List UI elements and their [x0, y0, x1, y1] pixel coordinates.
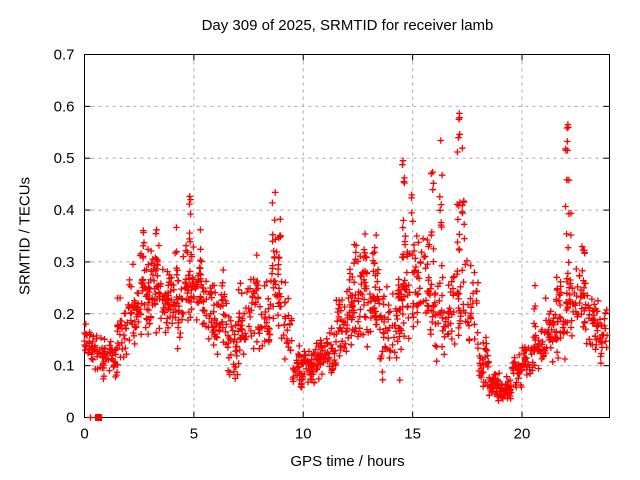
- x-tick-label: 20: [514, 426, 531, 443]
- plot-border: [84, 54, 610, 418]
- y-tick-label: 0.2: [54, 306, 75, 323]
- y-tick-label: 0.4: [54, 202, 75, 219]
- y-tick-label: 0.3: [54, 254, 75, 271]
- y-tick-label: 0.6: [54, 98, 75, 115]
- x-tick-label: 10: [295, 426, 312, 443]
- y-tick-label: 0.5: [54, 150, 75, 167]
- x-tick-label: 0: [80, 426, 88, 443]
- y-tick-label: 0.1: [54, 358, 75, 375]
- x-axis-label: GPS time / hours: [290, 453, 405, 470]
- isolated-square-marker: [95, 414, 102, 421]
- y-tick-label: 0: [66, 410, 74, 427]
- y-tick-label: 0.7: [54, 47, 75, 64]
- x-tick-label: 5: [190, 426, 198, 443]
- x-tick-label: 15: [404, 426, 421, 443]
- scatter-points: [81, 110, 611, 421]
- chart-title: Day 309 of 2025, SRMTID for receiver lam…: [201, 17, 494, 34]
